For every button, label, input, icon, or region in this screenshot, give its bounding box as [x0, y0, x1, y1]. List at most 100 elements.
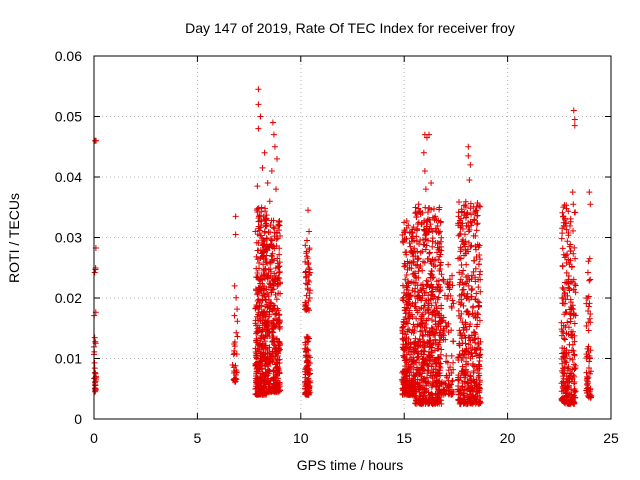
data-point — [253, 373, 260, 380]
data-point — [457, 279, 464, 286]
data-point — [456, 269, 463, 276]
data-point — [457, 248, 464, 255]
data-point — [568, 400, 575, 407]
data-point — [455, 372, 462, 379]
data-point — [447, 388, 454, 395]
data-point — [254, 256, 261, 263]
data-point — [271, 225, 278, 232]
data-point — [305, 297, 312, 304]
data-point — [565, 324, 572, 331]
data-point — [417, 287, 424, 294]
data-point — [432, 299, 439, 306]
data-point — [420, 258, 427, 265]
data-point — [457, 394, 464, 401]
data-point — [458, 399, 465, 406]
data-point — [264, 304, 271, 311]
data-point — [474, 366, 481, 373]
data-point — [399, 231, 406, 238]
data-point — [432, 213, 439, 220]
data-point — [423, 283, 430, 290]
data-point — [472, 380, 479, 387]
data-point — [415, 386, 422, 393]
data-point — [273, 346, 280, 353]
data-point — [471, 346, 478, 353]
data-point — [440, 278, 447, 285]
data-point — [233, 294, 240, 301]
data-point — [566, 355, 573, 362]
data-point — [277, 387, 284, 394]
data-point — [400, 387, 407, 394]
data-point — [571, 366, 578, 373]
data-point — [475, 370, 482, 377]
data-point — [468, 387, 475, 394]
data-point — [256, 324, 263, 331]
data-point — [562, 279, 569, 286]
data-point — [466, 323, 473, 330]
data-point — [254, 247, 261, 254]
data-point — [408, 377, 415, 384]
data-point — [465, 248, 472, 255]
x-tick-label: 5 — [194, 430, 202, 446]
data-point — [412, 262, 419, 269]
data-point — [429, 235, 436, 242]
data-point — [269, 282, 276, 289]
data-point — [559, 209, 566, 216]
data-point — [302, 341, 309, 348]
data-point — [265, 293, 272, 300]
data-point — [474, 199, 481, 206]
data-point — [422, 399, 429, 406]
data-point — [272, 310, 279, 317]
data-point — [442, 319, 449, 326]
data-point — [571, 387, 578, 394]
data-point — [562, 215, 569, 222]
data-point — [406, 229, 413, 236]
data-point — [405, 222, 412, 229]
data-point — [273, 296, 280, 303]
data-point — [457, 255, 464, 262]
data-point — [253, 322, 260, 329]
data-point — [587, 311, 594, 318]
data-point — [252, 317, 259, 324]
data-point — [252, 228, 259, 235]
data-point — [260, 289, 267, 296]
data-point — [558, 367, 565, 374]
data-point — [475, 362, 482, 369]
data-point — [266, 333, 273, 340]
data-point — [264, 375, 271, 382]
data-point — [418, 282, 425, 289]
data-point — [429, 381, 436, 388]
data-point — [420, 376, 427, 383]
data-point — [304, 305, 311, 312]
data-point — [234, 306, 241, 313]
data-point — [473, 227, 480, 234]
data-point — [474, 220, 481, 227]
data-point — [269, 119, 276, 126]
data-point — [461, 392, 468, 399]
y-tick-label: 0 — [74, 411, 82, 427]
data-point — [427, 358, 434, 365]
data-point — [264, 362, 271, 369]
data-point — [403, 283, 410, 290]
data-point — [260, 261, 267, 268]
data-point — [424, 209, 431, 216]
data-point — [457, 352, 464, 359]
data-point — [304, 359, 311, 366]
data-point — [231, 350, 238, 357]
data-point — [455, 222, 462, 229]
data-point — [254, 183, 261, 190]
data-point — [583, 387, 590, 394]
data-point — [428, 349, 435, 356]
data-point — [421, 219, 428, 226]
data-point — [434, 284, 441, 291]
data-point — [302, 374, 309, 381]
data-point — [421, 339, 428, 346]
data-point — [402, 249, 409, 256]
data-point — [270, 131, 277, 138]
data-point — [273, 316, 280, 323]
data-point — [425, 216, 432, 223]
x-axis-label: GPS time / hours — [297, 457, 404, 473]
data-point — [433, 303, 440, 310]
data-point — [302, 383, 309, 390]
data-point — [234, 333, 241, 340]
